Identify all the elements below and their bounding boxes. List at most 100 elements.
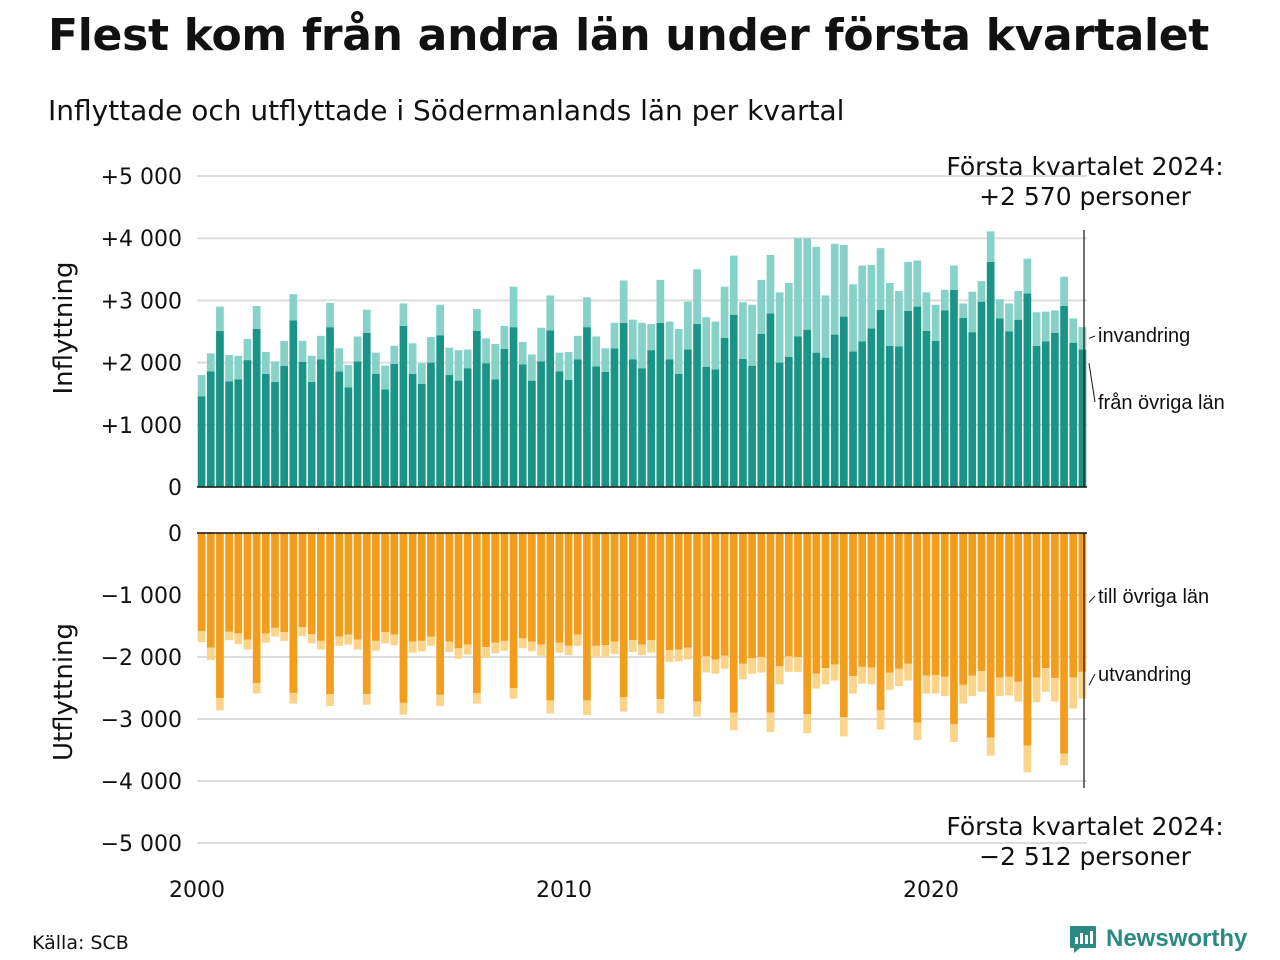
inflyttning-bar-invandring	[610, 322, 619, 349]
inflyttning-bar-invandring	[326, 302, 334, 328]
x-tick-label: 2020	[903, 878, 959, 903]
inflyttning-bar-invandring	[904, 261, 912, 311]
utflyttning-bar-utvandring	[564, 645, 573, 656]
inflyttning-bar-från-övriga-län	[1069, 342, 1078, 487]
inflyttning-bar-från-övriga-län	[656, 322, 665, 487]
inflyttning-bar-invandring	[564, 352, 573, 381]
inflyttning-bar-invandring	[335, 348, 344, 372]
inflyttning-bar-invandring	[472, 309, 481, 331]
x-tick-label: 2000	[169, 878, 225, 903]
utflyttning-bar-utvandring	[528, 641, 536, 652]
utflyttning-bar-utvandring	[381, 632, 389, 644]
inflyttning-bar-från-övriga-län	[317, 359, 325, 487]
inflyttning-bar-från-övriga-län	[353, 361, 362, 487]
inflyttning-bar-invandring	[1014, 291, 1023, 320]
inflyttning-bar-från-övriga-län	[940, 310, 949, 487]
legend-label-från-övriga-län: från övriga län	[1098, 392, 1225, 414]
utflyttning-bar-till-övriga-län	[931, 533, 940, 675]
inflyttning-bar-invandring	[427, 337, 435, 363]
inflyttning-bar-från-övriga-län	[702, 366, 711, 487]
utflyttning-bar-utvandring	[509, 688, 518, 699]
inflyttning-bar-från-övriga-län	[628, 359, 637, 487]
utflyttning-bar-till-övriga-län	[693, 533, 701, 702]
utflyttning-bar-till-övriga-län	[986, 533, 995, 738]
utflyttning-axis-title: Utflyttning	[49, 623, 79, 761]
utflyttning-bar-till-övriga-län	[509, 533, 518, 688]
inflyttning-bar-invandring	[858, 265, 867, 342]
newsworthy-icon	[1070, 926, 1096, 953]
utflyttning-bar-till-övriga-län	[913, 533, 922, 723]
inflyttning-bar-från-övriga-län	[830, 334, 839, 487]
utflyttning-bar-utvandring	[702, 656, 711, 673]
inflyttning-bar-invandring	[1005, 303, 1013, 332]
inflyttning-bar-från-övriga-län	[427, 362, 435, 487]
utflyttning-bar-utvandring	[840, 717, 848, 737]
utflyttning-bar-till-övriga-län	[858, 533, 867, 667]
utflyttning-bar-utvandring	[463, 644, 472, 655]
inflyttning-bar-från-övriga-län	[1051, 332, 1059, 487]
inflyttning-bar-från-övriga-län	[573, 359, 582, 487]
utflyttning-bar-utvandring	[445, 641, 454, 653]
inflyttning-bar-invandring	[573, 335, 582, 360]
inflyttning-bar-från-övriga-län	[840, 316, 848, 487]
inflyttning-bar-invandring	[353, 336, 362, 362]
inflyttning-bar-invandring	[656, 279, 665, 323]
inflyttning-bar-från-övriga-län	[821, 357, 830, 487]
inflyttning-bar-från-övriga-län	[775, 362, 784, 487]
inflyttning-bar-invandring	[546, 295, 555, 331]
inflyttning-bar-från-övriga-län	[674, 373, 683, 487]
inflyttning-bar-från-övriga-län	[885, 345, 894, 487]
utflyttning-y-tick-label: −5 000	[101, 832, 182, 857]
utflyttning-bar-till-övriga-län	[638, 533, 646, 645]
utflyttning-bar-utvandring	[436, 694, 444, 706]
utflyttning-bar-utvandring	[876, 710, 885, 730]
inflyttning-bar-invandring	[711, 321, 720, 370]
inflyttning-bar-från-övriga-län	[647, 350, 656, 487]
utflyttning-bar-utvandring	[225, 631, 233, 641]
utflyttning-bar-utvandring	[665, 650, 674, 662]
utflyttning-bar-till-övriga-län	[885, 533, 894, 673]
utflyttning-bar-till-övriga-län	[619, 533, 628, 698]
inflyttning-bar-från-övriga-län	[298, 361, 307, 487]
inflyttning-bar-från-övriga-län	[234, 379, 243, 487]
inflyttning-bar-från-övriga-län	[665, 359, 674, 487]
utflyttning-bar-till-övriga-län	[628, 533, 637, 641]
utflyttning-bar-utvandring	[830, 664, 839, 681]
utflyttning-bar-till-övriga-län	[610, 533, 619, 642]
inflyttning-bar-från-övriga-län	[610, 348, 619, 487]
utflyttning-bar-till-övriga-län	[216, 533, 224, 698]
inflyttning-bar-från-övriga-län	[968, 332, 977, 487]
utflyttning-bar-utvandring	[638, 644, 646, 656]
utflyttning-bar-till-övriga-län	[518, 533, 527, 639]
utflyttning-bar-till-övriga-län	[904, 533, 912, 664]
inflyttning-bar-från-övriga-län	[583, 327, 591, 487]
inflyttning-bar-från-övriga-län	[995, 318, 1004, 487]
inflyttning-bar-invandring	[950, 265, 958, 290]
utflyttning-bar-till-övriga-län	[427, 533, 435, 637]
inflyttning-bar-invandring	[491, 343, 500, 380]
inflyttning-bar-från-övriga-län	[390, 363, 399, 487]
inflyttning-bar-från-övriga-län	[243, 360, 252, 487]
utflyttning-bar-utvandring	[867, 667, 876, 685]
inflyttning-bar-invandring	[812, 246, 821, 353]
legend-leader-line	[1088, 335, 1096, 339]
inflyttning-bar-från-övriga-län	[271, 381, 279, 487]
inflyttning-bar-invandring	[986, 231, 995, 262]
utflyttning-annotation-line-1: Första kvartalet 2024:	[946, 812, 1223, 841]
utflyttning-bar-utvandring	[261, 633, 270, 643]
inflyttning-bar-invandring	[757, 279, 766, 334]
inflyttning-bar-invandring	[674, 329, 683, 374]
utflyttning-bar-till-övriga-län	[317, 533, 325, 641]
utflyttning-bar-utvandring	[656, 699, 665, 714]
inflyttning-bar-från-övriga-län	[463, 368, 472, 487]
inflyttning-bar-invandring	[408, 343, 417, 374]
utflyttning-bar-till-övriga-län	[206, 533, 215, 648]
inflyttning-bar-invandring	[243, 338, 252, 361]
utflyttning-bar-utvandring	[344, 634, 353, 645]
utflyttning-bar-utvandring	[518, 638, 527, 649]
inflyttning-bar-invandring	[775, 292, 784, 363]
inflyttning-bar-invandring	[417, 363, 426, 384]
utflyttning-bar-till-övriga-län	[500, 533, 509, 641]
inflyttning-bar-från-övriga-län	[1014, 319, 1023, 487]
